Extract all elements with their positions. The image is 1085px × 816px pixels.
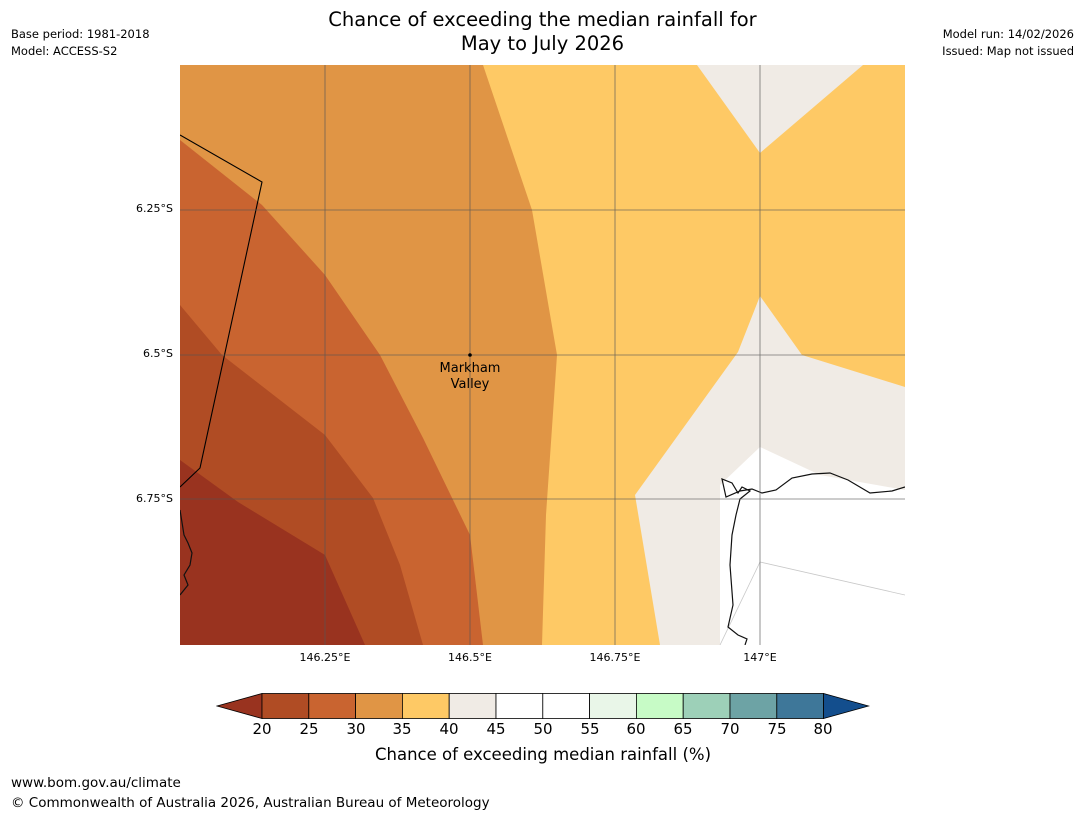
place-label-line1: Markham (440, 361, 501, 376)
header-meta-right: Model run: 14/02/2026 Issued: Map not is… (942, 26, 1074, 60)
colorbar-segment (448, 693, 497, 719)
colorbar-tick: 70 (720, 720, 740, 738)
map-title: Chance of exceeding the median rainfall … (200, 8, 885, 56)
colorbar (216, 693, 870, 719)
lon-label: 146.5°E (448, 651, 492, 664)
colorbar-tick: 80 (813, 720, 833, 738)
lat-label: 6.75°S (136, 492, 173, 505)
colorbar-tick: 40 (439, 720, 459, 738)
colorbar-segment (635, 693, 684, 719)
map-region-40-45-top (697, 65, 863, 153)
model-name: Model: ACCESS-S2 (11, 44, 118, 58)
lon-label: 146.75°E (589, 651, 641, 664)
model-run: Model run: 14/02/2026 (942, 27, 1074, 41)
colorbar-segment (682, 693, 731, 719)
colorbar-segment (355, 693, 403, 719)
colorbar-extension-high (823, 693, 870, 719)
map-region-below-20 (180, 460, 365, 645)
footer-copyright: © Commonwealth of Australia 2026, Austra… (11, 795, 490, 811)
lat-label: 6.25°S (136, 202, 173, 215)
map-sea-area (720, 447, 905, 645)
colorbar-segment (495, 693, 544, 719)
colorbar-tick: 20 (252, 720, 272, 738)
lat-label: 6.5°S (143, 347, 173, 360)
colorbar-segment (542, 693, 590, 719)
colorbar-segment (261, 693, 310, 719)
header-meta-left: Base period: 1981-2018 Model: ACCESS-S2 (11, 26, 150, 60)
colorbar-tick: 35 (392, 720, 412, 738)
lon-label: 147°E (743, 651, 777, 664)
coastline-east (721, 472, 905, 645)
coastline-west (180, 509, 193, 596)
colorbar-label: Chance of exceeding median rainfall (%) (374, 745, 712, 764)
colorbar-segment (589, 693, 637, 719)
place-marker (468, 353, 472, 357)
footer-url: www.bom.gov.au/climate (11, 775, 181, 791)
colorbar-tick: 55 (580, 720, 600, 738)
colorbar-tick: 60 (626, 720, 646, 738)
lon-label: 146.25°E (299, 651, 351, 664)
rainfall-map: Markham Valley (180, 65, 905, 645)
map-sea-line (719, 561, 761, 645)
map-sea-line (759, 561, 905, 596)
colorbar-segment (401, 693, 450, 719)
colorbar-tick: 50 (533, 720, 553, 738)
base-period: Base period: 1981-2018 (11, 27, 150, 41)
colorbar-segment (729, 693, 778, 719)
colorbar-tick: 75 (767, 720, 787, 738)
colorbar-tick: 30 (346, 720, 366, 738)
title-line-1: Chance of exceeding the median rainfall … (328, 8, 757, 31)
colorbar-tick: 25 (299, 720, 319, 738)
issued-status: Issued: Map not issued (942, 44, 1074, 58)
colorbar-extension-low (216, 693, 263, 719)
graticule (180, 65, 905, 645)
colorbar-tick: 45 (486, 720, 506, 738)
place-label-line2: Valley (451, 377, 490, 392)
colorbar-segment (308, 693, 357, 719)
title-line-2: May to July 2026 (460, 32, 625, 55)
colorbar-segment (776, 693, 824, 719)
province-boundary (180, 134, 263, 488)
colorbar-tick: 65 (673, 720, 693, 738)
